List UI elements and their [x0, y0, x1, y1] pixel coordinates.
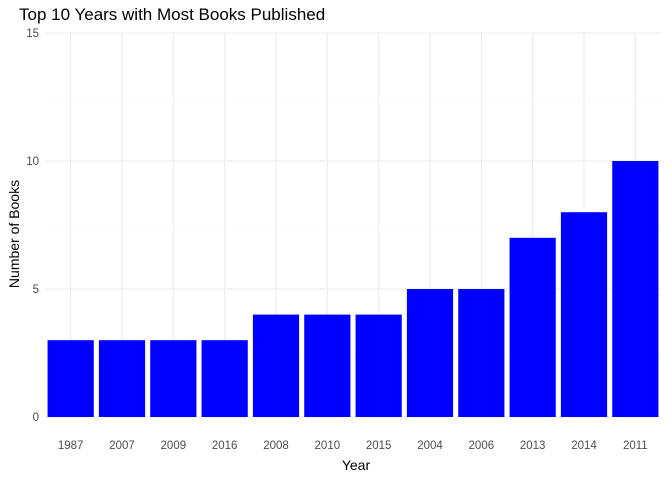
x-tick-label: 2004: [417, 440, 443, 452]
x-axis-ticks: 1987 2007 2009 2016 2008 2010 2015 2004 2006 2013…: [58, 440, 648, 452]
bar-2013: [509, 237, 556, 417]
bar-2006: [458, 289, 505, 417]
x-tick-label: 1987: [58, 440, 84, 452]
x-axis-label: Year: [342, 457, 371, 473]
bar-1987: [47, 340, 94, 417]
bar-2004: [406, 289, 454, 417]
x-tick-label: 2007: [109, 440, 135, 452]
x-tick-label: 2015: [366, 440, 392, 452]
bar-2016: [201, 340, 248, 417]
bar-2008: [252, 314, 300, 417]
bars: [47, 161, 659, 417]
bar-2009: [150, 340, 197, 417]
x-tick-label: 2006: [469, 440, 495, 452]
bar-2015: [355, 314, 402, 417]
y-axis-ticks: 0 5 10 15: [26, 28, 39, 424]
y-axis-label: Number of Books: [6, 180, 22, 288]
x-tick-label: 2009: [161, 440, 187, 452]
plot-area: 0 5 10 15 1987 2007 2009 2016 2008 2010 2015 2004 2…: [26, 28, 661, 452]
y-tick-label: 10: [26, 156, 39, 168]
bar-2007: [98, 340, 146, 417]
x-tick-label: 2014: [571, 440, 597, 452]
bar-2010: [304, 314, 351, 417]
x-tick-label: 2010: [315, 440, 341, 452]
y-tick-label: 15: [26, 28, 39, 40]
x-tick-label: 2016: [212, 440, 238, 452]
y-tick-label: 5: [33, 284, 39, 296]
x-tick-label: 2011: [623, 440, 648, 452]
bar-2011: [612, 161, 659, 417]
x-tick-label: 2013: [520, 440, 546, 452]
chart-title: Top 10 Years with Most Books Published: [19, 5, 325, 24]
y-tick-label: 0: [33, 412, 39, 424]
bar-2014: [560, 212, 608, 417]
x-tick-label: 2008: [263, 440, 289, 452]
